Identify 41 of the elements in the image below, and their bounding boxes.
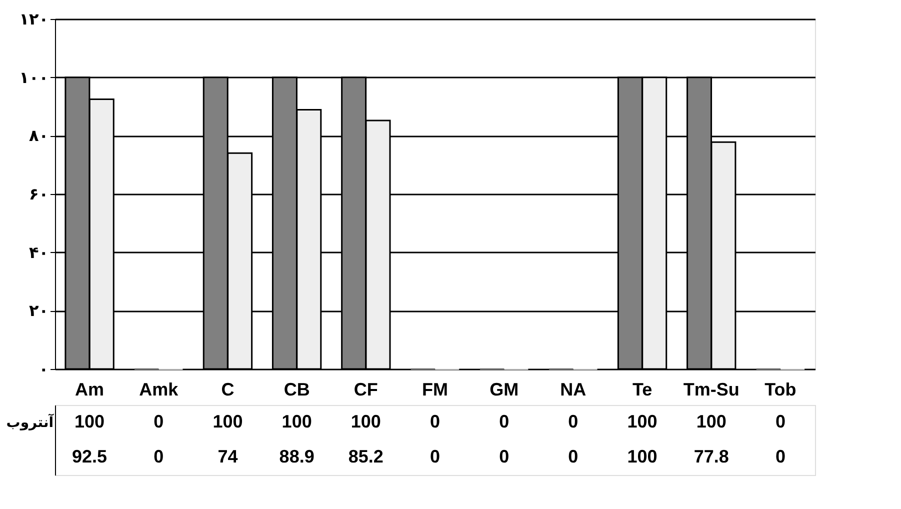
data-label: 100: [627, 446, 658, 466]
data-label: 85.2: [348, 446, 384, 466]
x-tick-label: C: [221, 380, 234, 400]
data-label: 0: [154, 412, 164, 432]
x-tick-label: NA: [560, 380, 586, 400]
data-label: 0: [154, 446, 164, 466]
data-label: 100: [350, 412, 381, 432]
x-tick-label: CB: [284, 380, 310, 400]
x-tick-label: GM: [490, 380, 519, 400]
x-tick-label: Tob: [764, 380, 796, 400]
data-label: 92.5: [72, 446, 108, 466]
data-label: 100: [627, 412, 658, 432]
data-label: 88.9: [279, 446, 314, 466]
data-label: 0: [775, 446, 786, 466]
y-tick-label: ۰: [38, 360, 48, 378]
data-label: 100: [212, 412, 243, 432]
data-label: 0: [499, 446, 510, 466]
y-tick-label: ۸۰: [28, 126, 48, 146]
x-tick-label: CF: [354, 380, 378, 400]
y-tick-label: ۴۰: [28, 242, 48, 262]
data-label: 74: [218, 446, 238, 466]
data-label: 100: [282, 412, 312, 432]
data-label: 100: [696, 412, 726, 432]
data-label: 77.8: [694, 446, 729, 466]
data-label: 0: [499, 412, 510, 432]
y-tick-label: ۲۰: [28, 301, 48, 320]
data-label: 100: [74, 412, 105, 432]
x-tick-label: Te: [632, 380, 652, 400]
data-label: 0: [430, 446, 440, 466]
text: آنتروب: [6, 413, 55, 431]
y-tick-label: ۱۰۰: [19, 68, 48, 87]
x-tick-label: FM: [422, 380, 448, 400]
y-tick-label: ۱۲۰: [19, 10, 48, 28]
x-tick-label: Tm-Su: [683, 380, 740, 400]
data-label: 0: [430, 412, 440, 432]
x-tick-label: Amk: [139, 380, 180, 400]
x-tick-label: Am: [75, 380, 104, 400]
data-label: 0: [568, 412, 578, 432]
y-tick-label: ۶۰: [28, 184, 48, 204]
data-label: 0: [775, 412, 786, 432]
data-label: 0: [568, 446, 578, 466]
